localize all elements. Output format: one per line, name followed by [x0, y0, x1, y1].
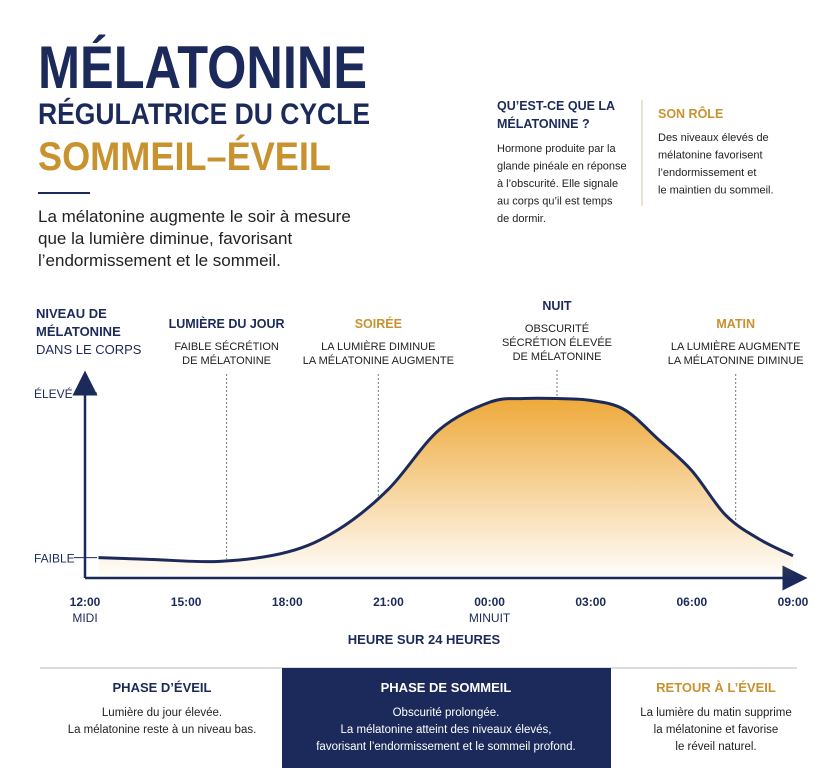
y-tick-label: ÉLEVÉ	[34, 386, 73, 401]
x-axis-title: HEURE SUR 24 HEURES	[348, 632, 501, 647]
area	[98, 398, 793, 577]
phase-text: La lumière du matin supprime	[640, 707, 792, 719]
annotation-title: LUMIÈRE DU JOUR	[169, 316, 285, 331]
x-tick-note: MIDI	[72, 611, 97, 625]
phase-title: RETOUR À L’ÉVEIL	[656, 680, 776, 695]
y-tick-label: FAIBLE	[34, 552, 75, 566]
phase-title: PHASE DE SOMMEIL	[381, 680, 512, 695]
phase-background	[282, 668, 611, 768]
intro-line: l’endormissement et le sommeil.	[38, 251, 281, 270]
phase-text: La mélatonine atteint des niveaux élevés…	[341, 724, 552, 736]
annotation-text: LA LUMIÈRE DIMINUE	[321, 340, 435, 353]
phase-text: Lumière du jour élevée.	[102, 707, 222, 719]
phase-text: Obscurité prolongée.	[393, 707, 500, 719]
annotation-title: SOIRÉE	[355, 316, 402, 331]
info-title: QU’EST-CE QUE LA	[497, 99, 615, 113]
annotation-text: FAIBLE SÉCRÉTION	[174, 340, 279, 353]
subtitle: RÉGULATRICE DU CYCLE	[38, 97, 370, 131]
title: MÉLATONINE	[38, 34, 367, 101]
annotation-text: LA LUMIÈRE AUGMENTE	[671, 340, 801, 353]
info-text: au corps qu’il est temps	[497, 196, 613, 208]
annotation-title: NUIT	[542, 299, 572, 313]
annotation-text: OBSCURITÉ	[525, 322, 589, 335]
annotation-title: MATIN	[716, 317, 755, 331]
y-axis-label: DANS LE CORPS	[36, 342, 142, 357]
annotation-text: LA MÉLATONINE AUGMENTE	[303, 354, 454, 367]
phase-text: favorisant l’endormissement et le sommei…	[316, 741, 576, 753]
x-tick-label: 09:00	[778, 595, 809, 609]
highlight: SOMMEIL–ÉVEIL	[38, 134, 331, 179]
phase-title: PHASE D’ÉVEIL	[113, 680, 212, 695]
intro-line: que la lumière diminue, favorisant	[38, 229, 292, 248]
x-tick-label: 21:00	[373, 595, 404, 609]
info-text: le maintien du sommeil.	[658, 185, 774, 197]
x-tick-note: MINUIT	[469, 611, 511, 625]
x-tick-label: 06:00	[677, 595, 708, 609]
info-title: MÉLATONINE ?	[497, 116, 590, 131]
annotation-text: LA MÉLATONINE DIMINUE	[668, 354, 804, 367]
phase-text: le réveil naturel.	[675, 741, 756, 753]
annotation-text: DE MÉLATONINE	[513, 350, 602, 363]
annotation-text: DE MÉLATONINE	[182, 354, 271, 367]
x-tick-label: 03:00	[575, 595, 606, 609]
info-text: glande pinéale en réponse	[497, 161, 627, 173]
x-tick-label: 00:00	[474, 595, 505, 609]
annotation-text: SÉCRÉTION ÉLEVÉE	[502, 336, 612, 349]
phase-text: La mélatonine reste à un niveau bas.	[68, 724, 257, 736]
curve	[98, 396, 794, 564]
info-title: SON RÔLE	[658, 106, 723, 121]
x-tick-label: 12:00	[70, 595, 101, 609]
info-text: à l’obscurité. Elle signale	[497, 178, 618, 190]
intro-line: La mélatonine augmente le soir à mesure	[38, 207, 351, 226]
x-tick-label: 18:00	[272, 595, 303, 609]
info-text: de dormir.	[497, 213, 546, 225]
info-text: Hormone produite par la	[497, 143, 617, 155]
y-axis-label: NIVEAU DE	[36, 306, 107, 321]
info-text: l’endormissement et	[658, 167, 756, 179]
y-axis-label: MÉLATONINE	[36, 324, 121, 339]
info-text: Des niveaux élevés de	[658, 132, 769, 144]
x-tick-label: 15:00	[171, 595, 202, 609]
phase-text: la mélatonine et favorise	[654, 724, 779, 736]
info-text: mélatonine favorisent	[658, 150, 763, 162]
